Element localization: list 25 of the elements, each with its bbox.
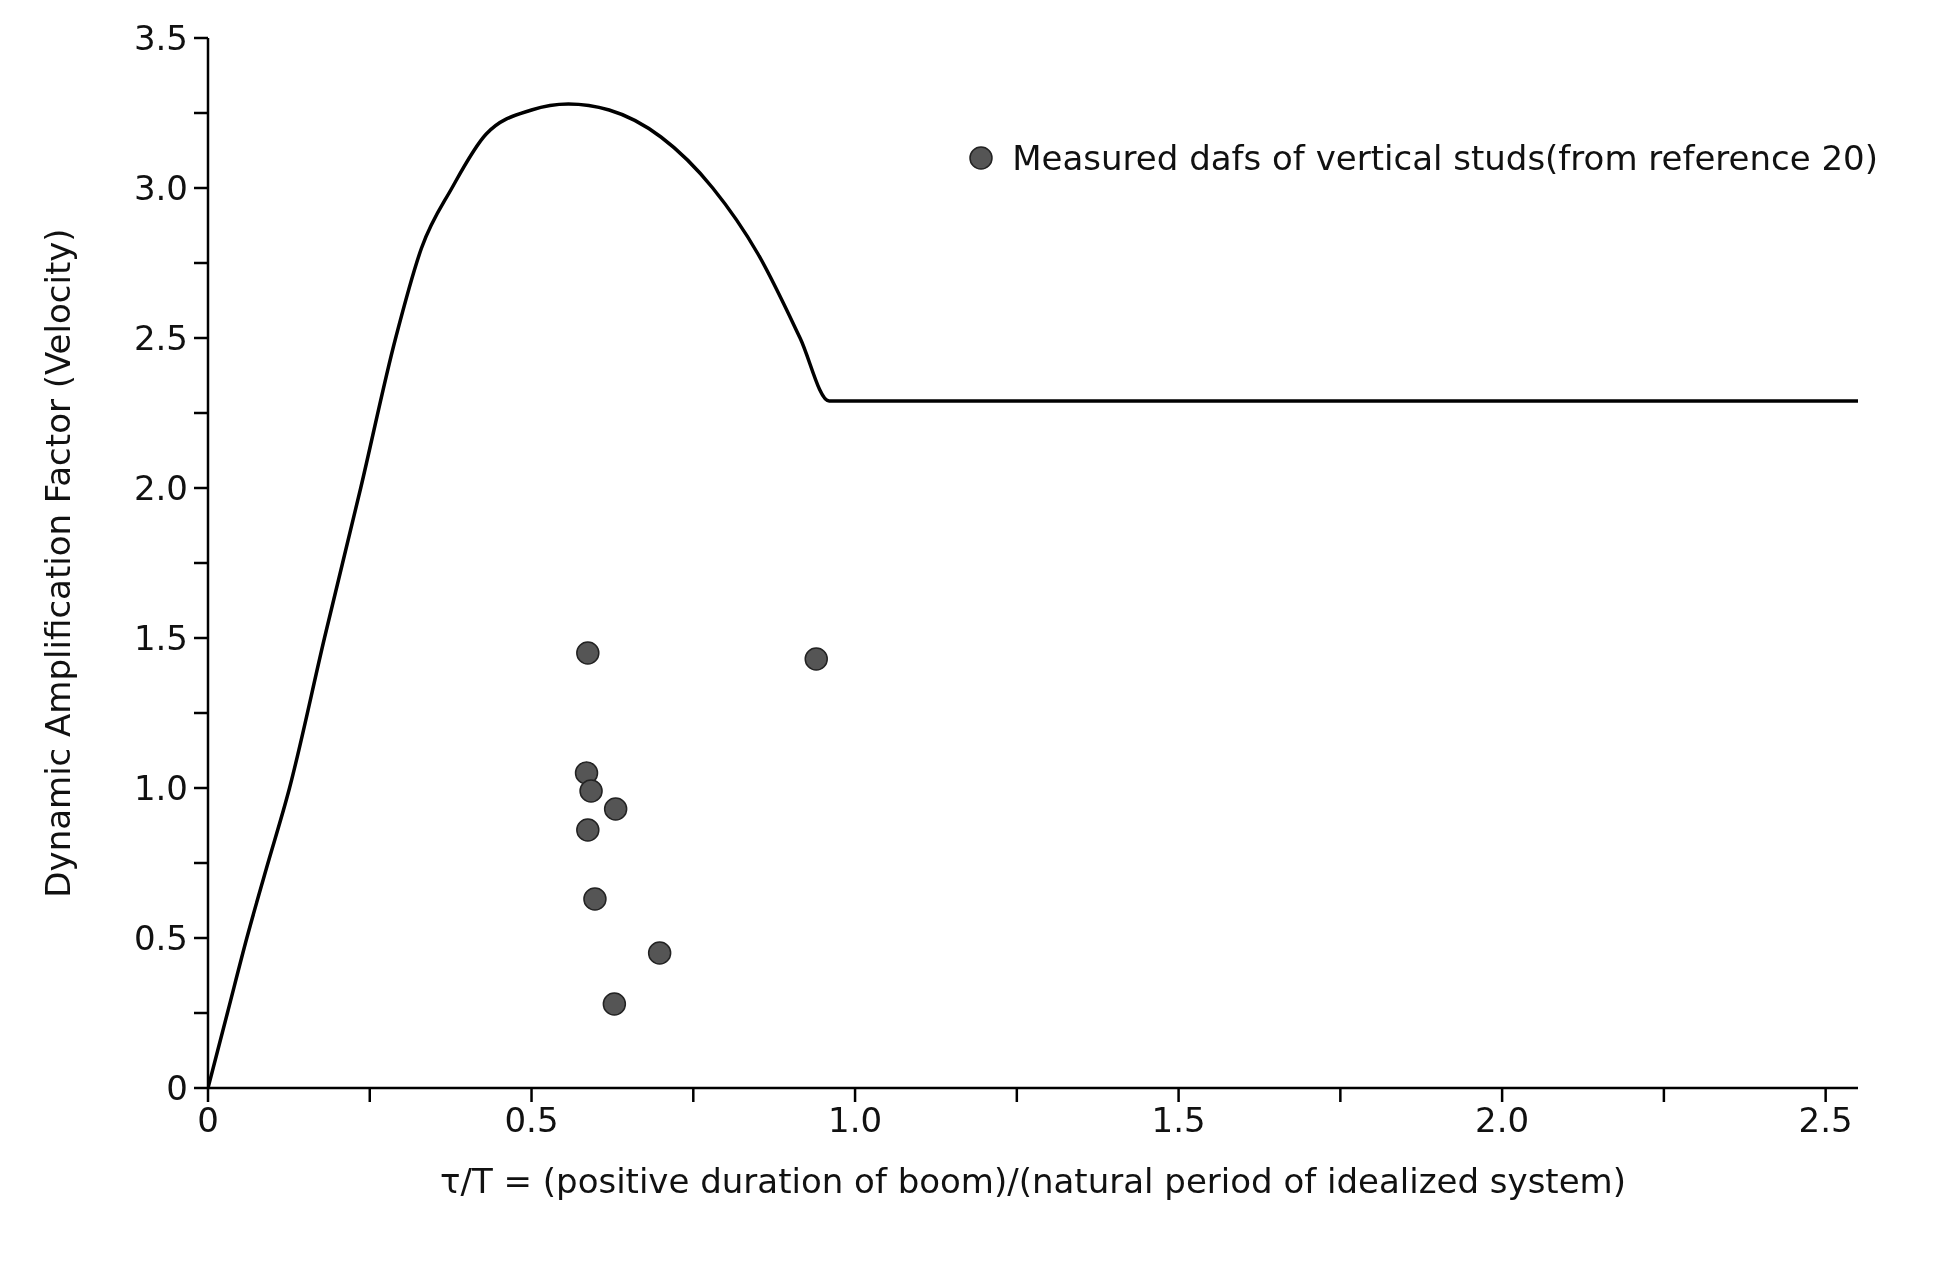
point	[602, 992, 627, 1016]
point	[647, 941, 672, 965]
x-tick-label: 2.5	[1798, 1100, 1853, 1141]
legend-label: Measured dafs of vertical studs(from reference 20)	[1012, 138, 1878, 178]
point	[576, 818, 600, 842]
y-tick-label: 3.0	[133, 168, 188, 209]
point	[576, 641, 600, 665]
x-tick-label: 0	[197, 1100, 219, 1141]
x-tick-label: 0.5	[504, 1100, 559, 1141]
point	[583, 887, 607, 911]
x-tick-label: 1.5	[1151, 1100, 1206, 1141]
x-axis-title: τ/T = (positive duration of boom)/(natural period of idealized system)	[439, 1161, 1627, 1201]
y-tick-label: 1.0	[133, 768, 188, 809]
point	[804, 647, 828, 671]
y-tick-label: 3.5	[133, 18, 188, 59]
x-tick-label: 1.0	[828, 1100, 883, 1141]
x-tick-label: 2.0	[1475, 1100, 1530, 1141]
point	[579, 779, 603, 803]
y-tick-label: 2.0	[133, 468, 188, 509]
y-tick-label: 2.5	[133, 318, 188, 359]
y-axis-title: Dynamic Amplification Factor (Velocity)	[38, 228, 79, 898]
y-tick-label: 0.5	[133, 918, 188, 959]
y-tick-label: 1.5	[133, 618, 188, 659]
y-tick-label: 0	[166, 1068, 188, 1109]
point	[603, 797, 628, 821]
